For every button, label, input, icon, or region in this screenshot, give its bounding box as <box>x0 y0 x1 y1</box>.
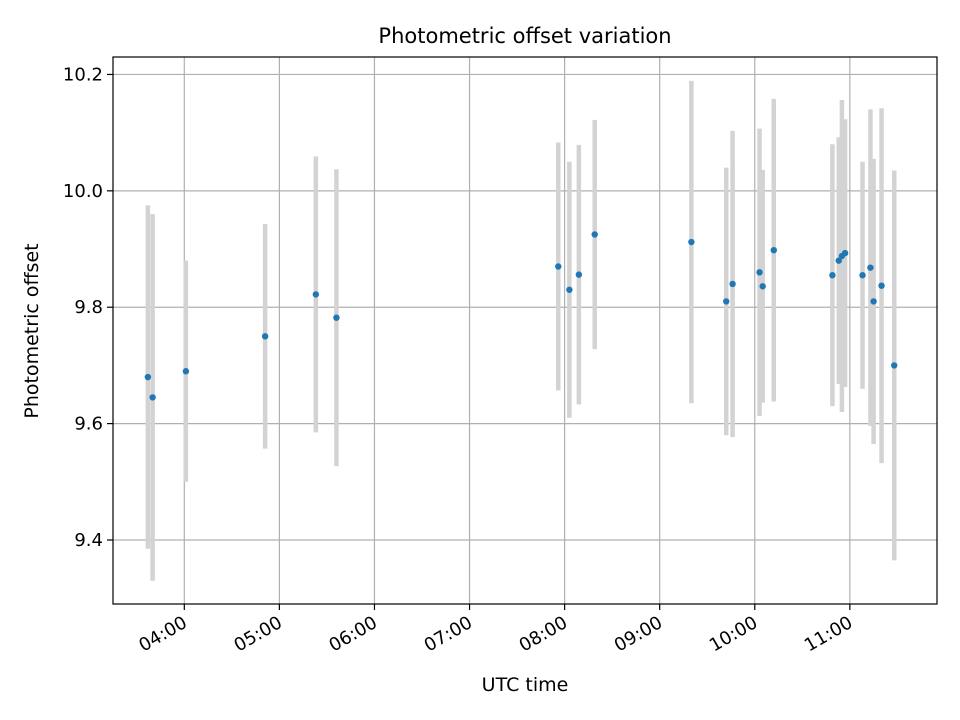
data-point <box>859 272 866 279</box>
data-point <box>729 280 736 288</box>
data-point <box>841 249 849 257</box>
y-tick-label: 10.2 <box>63 64 103 85</box>
x-tick-label: 11:00 <box>801 612 856 656</box>
x-gridlines <box>183 57 851 604</box>
data-point <box>756 269 763 276</box>
data-point <box>555 263 562 270</box>
data-point <box>770 246 777 254</box>
data-point <box>891 362 898 369</box>
y-tick-label: 9.4 <box>74 530 103 551</box>
x-axis-label: UTC time <box>482 674 569 696</box>
data-point <box>867 264 874 271</box>
data-point <box>261 333 269 340</box>
data-points <box>144 231 898 401</box>
x-tick-label: 06:00 <box>326 612 381 656</box>
plot-area-frame <box>112 56 938 605</box>
error-bars <box>145 80 897 581</box>
data-point <box>759 283 766 290</box>
data-point <box>591 231 598 238</box>
data-point <box>878 282 885 289</box>
data-point <box>870 298 877 305</box>
chart-title: Photometric offset variation <box>378 24 671 48</box>
data-point <box>182 368 190 375</box>
y-tick-label: 10.0 <box>63 181 103 202</box>
x-tick-label: 10:00 <box>706 612 761 656</box>
y-tick-label: 9.8 <box>74 297 103 318</box>
y-tick-label: 9.6 <box>74 414 103 435</box>
x-tick-label: 07:00 <box>421 612 476 656</box>
x-tick-label: 04:00 <box>135 612 190 656</box>
data-point <box>144 373 152 381</box>
x-tick-label: 05:00 <box>230 612 285 656</box>
data-point <box>149 394 156 401</box>
data-point <box>835 257 842 264</box>
data-point <box>333 314 340 321</box>
data-point <box>723 298 730 305</box>
y-axis-label: Photometric offset <box>21 243 43 418</box>
y-gridlines <box>113 73 937 541</box>
x-tick-label: 08:00 <box>516 612 571 656</box>
y-ticks: 9.4 9.6 9.8 10.0 10.2 <box>63 64 113 551</box>
data-point <box>575 271 583 278</box>
data-point <box>688 238 695 246</box>
x-ticks: 04:00 05:00 06:00 07:00 08:00 09:00 10:00 11:00 <box>135 604 856 656</box>
x-tick-label: 09:00 <box>611 612 666 656</box>
data-point <box>566 286 573 293</box>
data-point <box>312 291 320 298</box>
data-point <box>829 272 836 279</box>
